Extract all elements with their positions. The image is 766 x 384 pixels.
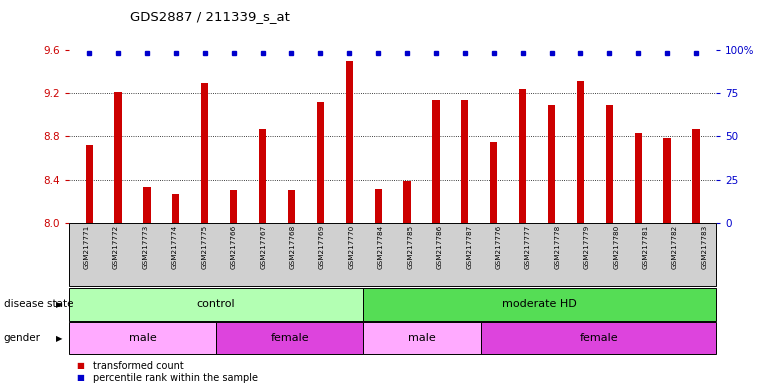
Bar [114,92,122,223]
Bar [692,129,699,223]
Text: GSM217786: GSM217786 [437,225,443,269]
Bar [259,129,266,223]
Bar [606,105,613,223]
Text: ■: ■ [77,373,84,382]
Text: disease state: disease state [4,299,74,310]
Text: GSM217777: GSM217777 [525,225,531,269]
Text: GSM217775: GSM217775 [201,225,208,269]
Bar [519,89,526,223]
Bar [432,99,440,223]
Text: GSM217782: GSM217782 [672,225,678,269]
Text: GSM217771: GSM217771 [83,225,90,269]
Text: gender: gender [4,333,41,343]
Text: moderate HD: moderate HD [502,299,577,310]
Text: GSM217784: GSM217784 [378,225,384,269]
Text: GSM217780: GSM217780 [614,225,619,269]
Text: GSM217776: GSM217776 [496,225,502,269]
Text: male: male [408,333,436,343]
Text: ▶: ▶ [56,334,62,343]
Bar [288,190,295,223]
Bar [461,99,469,223]
Bar [548,105,555,223]
Bar [577,81,584,223]
Text: GSM217779: GSM217779 [584,225,590,269]
Text: GSM217774: GSM217774 [172,225,178,269]
Bar [375,189,381,223]
Text: control: control [197,299,235,310]
Text: ■: ■ [77,361,84,370]
Text: GSM217772: GSM217772 [113,225,119,269]
Bar [316,102,324,223]
Text: female: female [579,333,618,343]
Text: female: female [270,333,309,343]
Bar [230,190,237,223]
Bar [634,133,642,223]
Text: male: male [129,333,156,343]
Bar [663,139,671,223]
Bar [404,180,411,223]
Text: GSM217769: GSM217769 [319,225,325,269]
Text: GSM217773: GSM217773 [142,225,149,269]
Text: GDS2887 / 211339_s_at: GDS2887 / 211339_s_at [130,10,290,23]
Text: GSM217787: GSM217787 [466,225,472,269]
Bar [172,194,179,223]
Text: ▶: ▶ [56,300,62,309]
Bar [201,83,208,223]
Text: GSM217768: GSM217768 [290,225,296,269]
Text: percentile rank within the sample: percentile rank within the sample [93,373,258,383]
Text: GSM217770: GSM217770 [349,225,355,269]
Bar [143,187,151,223]
Bar [490,142,497,223]
Bar [86,145,93,223]
Text: transformed count: transformed count [93,361,184,371]
Text: GSM217766: GSM217766 [231,225,237,269]
Text: GSM217767: GSM217767 [260,225,266,269]
Text: GSM217781: GSM217781 [643,225,649,269]
Text: GSM217783: GSM217783 [702,225,708,269]
Bar [345,61,353,223]
Text: GSM217785: GSM217785 [408,225,414,269]
Text: GSM217778: GSM217778 [555,225,561,269]
